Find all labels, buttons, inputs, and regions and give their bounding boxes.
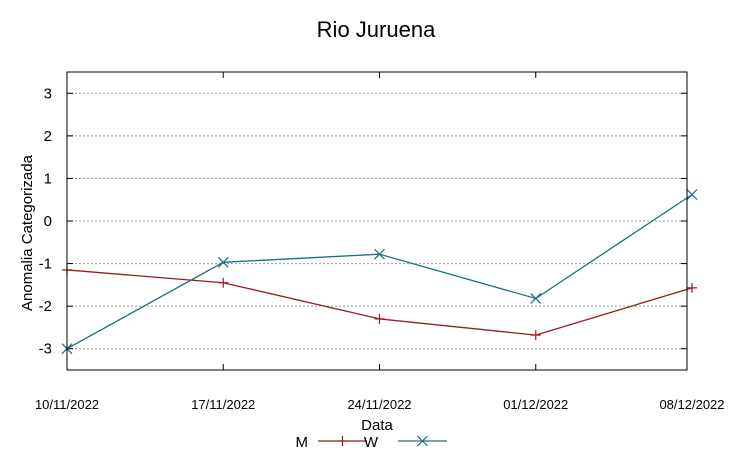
y-tick-label: -2: [39, 298, 52, 315]
series-line-W: [66, 194, 693, 350]
series-line-M: [66, 269, 693, 336]
data-point: [417, 435, 428, 447]
series-group: [61, 189, 698, 355]
y-tick-label: -3: [39, 341, 52, 358]
y-tick-label: 1: [44, 170, 52, 187]
y-tick-label: 0: [44, 213, 52, 230]
x-tick-label: 01/12/2022: [503, 397, 568, 412]
y-tick-label: 2: [44, 128, 52, 145]
plot-frame: [66, 71, 688, 371]
data-point: [374, 248, 385, 260]
legend-label: M: [296, 434, 309, 451]
x-axis-label: Data: [361, 417, 393, 434]
x-tick-label: 24/11/2022: [347, 397, 411, 412]
legend-label: W: [364, 434, 379, 451]
y-tick-label: -1: [39, 256, 52, 273]
x-tick-labels: 10/11/2022 17/11/2022 24/11/2022 01/12/2022…: [35, 397, 725, 412]
grid: [66, 72, 687, 370]
x-tick-label: 08/12/2022: [659, 397, 724, 412]
y-tick-label: 3: [44, 85, 52, 102]
data-point: [217, 256, 229, 268]
x-tick-label: 17/11/2022: [191, 397, 255, 412]
chart-title: Rio Juruena: [317, 17, 436, 42]
y-tick-labels: -3 -2 -1 0 1 2 3: [39, 85, 52, 357]
data-point: [686, 189, 698, 201]
x-tick-label: 10/11/2022: [35, 397, 99, 412]
data-point: [530, 293, 542, 304]
y-axis-label: Anomalia Categorizada: [19, 154, 36, 311]
